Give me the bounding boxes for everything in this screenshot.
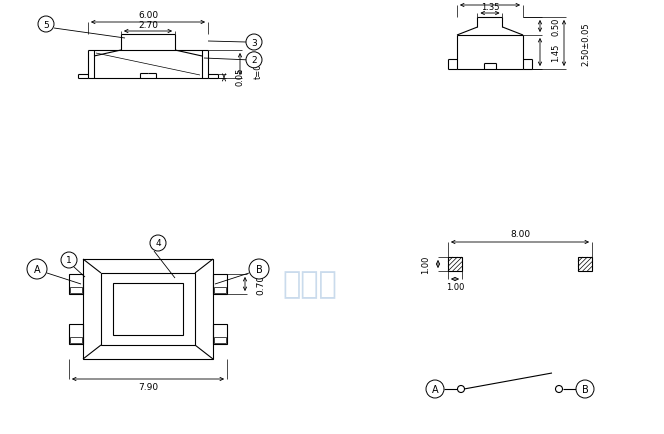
Text: 0.70: 0.70 — [256, 274, 266, 294]
Text: 6.00: 6.00 — [138, 11, 158, 20]
Text: 0.05: 0.05 — [236, 68, 244, 86]
Text: A: A — [34, 264, 41, 274]
Circle shape — [576, 380, 594, 398]
Text: 4: 4 — [155, 239, 161, 248]
Circle shape — [457, 386, 465, 393]
Bar — [83, 260, 213, 359]
Bar — [213, 324, 227, 344]
Text: 1: 1 — [66, 256, 72, 265]
Text: 8.00: 8.00 — [510, 230, 530, 239]
Circle shape — [27, 260, 47, 279]
Text: 1.00: 1.00 — [446, 283, 464, 292]
Text: 3: 3 — [251, 39, 257, 47]
Bar — [101, 273, 195, 345]
Text: 0.50: 0.50 — [552, 18, 560, 36]
Text: 2: 2 — [251, 56, 257, 65]
Bar — [69, 324, 83, 344]
Text: 3.65: 3.65 — [480, 0, 500, 3]
Bar — [113, 283, 183, 335]
Circle shape — [249, 260, 269, 279]
Bar — [214, 337, 226, 343]
Circle shape — [246, 53, 262, 69]
Bar — [448, 257, 462, 271]
Text: t=0.20: t=0.20 — [254, 51, 262, 79]
Bar — [70, 337, 82, 343]
Circle shape — [61, 253, 77, 268]
Text: 1.45: 1.45 — [552, 44, 560, 62]
Text: 2.50±0.05: 2.50±0.05 — [582, 22, 590, 66]
Bar — [213, 274, 227, 294]
Text: B: B — [582, 384, 588, 394]
Bar — [578, 257, 592, 271]
Text: 1.35: 1.35 — [481, 3, 499, 11]
Circle shape — [38, 17, 54, 33]
Text: 5: 5 — [43, 20, 49, 30]
Bar — [214, 287, 226, 293]
Bar — [69, 274, 83, 294]
Circle shape — [426, 380, 444, 398]
Text: 百耐特: 百耐特 — [283, 270, 337, 299]
Text: B: B — [256, 264, 262, 274]
Circle shape — [556, 386, 562, 393]
Text: 2.70: 2.70 — [138, 21, 158, 30]
Text: 1.00: 1.00 — [422, 255, 430, 273]
Text: 7.90: 7.90 — [138, 383, 158, 391]
Text: A: A — [432, 384, 438, 394]
Circle shape — [246, 35, 262, 51]
Circle shape — [150, 236, 166, 251]
Bar — [70, 287, 82, 293]
